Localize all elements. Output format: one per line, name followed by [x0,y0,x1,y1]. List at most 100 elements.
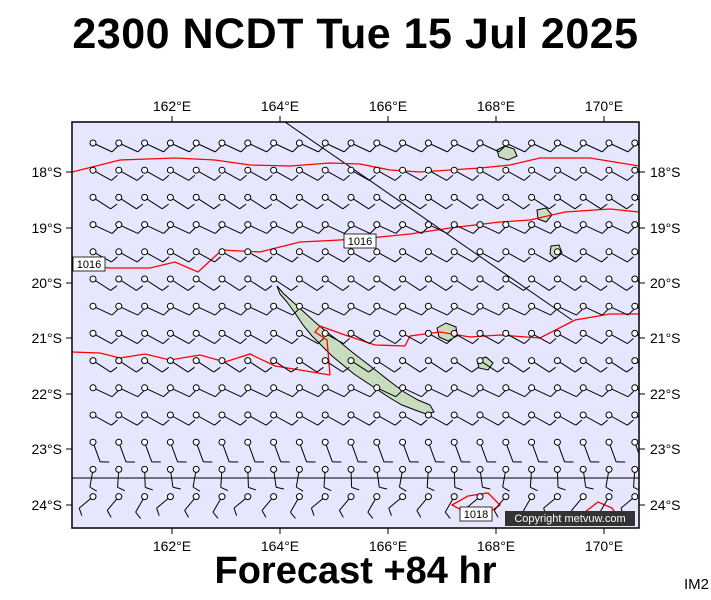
wind-barbs-layer [78,139,639,519]
wind-barb [553,275,582,291]
wind-barb [89,438,110,463]
wind-barb [631,465,639,491]
lon-label-bottom: 166°E [369,538,407,554]
wind-barb [493,493,510,518]
wind-barb [399,438,419,463]
wind-barb [166,275,195,291]
wind-barb [347,302,377,316]
wind-barb [166,139,196,153]
wind-barb [192,438,213,463]
wind-barb [605,193,634,210]
isobar [314,313,639,376]
isobar-label-text: 1016 [348,236,372,248]
wind-barb [270,221,299,234]
wind-barb [166,384,196,398]
isobar [72,157,639,173]
wind-barb [295,411,325,426]
wind-barb [399,384,428,398]
lat-label-left: 22°S [31,386,62,402]
wind-barb [476,465,491,490]
wind-barb [295,193,324,210]
wind-barb [528,139,557,153]
wind-barb [89,302,119,316]
latitude-ticks: 18°S 19°S 20°S 21°S 22°S 23°S 24°S 18°S … [31,164,680,513]
wind-barb [373,411,402,426]
wind-barb [347,411,376,426]
wind-barb [115,411,144,426]
wind-barb [631,411,639,419]
wind-barb [270,438,290,463]
wind-barb [166,411,196,426]
wind-barb [399,302,428,316]
wind-barb [450,357,479,373]
wind-barb [156,493,174,516]
wind-barb [218,166,247,181]
wind-barb [270,248,299,263]
wind-barb [553,302,583,316]
wind-barb [424,193,453,210]
wind-barb [399,357,427,373]
wind-barb [321,411,350,426]
isobar-label-3: 1018 [459,506,493,522]
lat-label-right: 23°S [650,441,681,457]
wind-barb [295,248,325,263]
wind-barb [502,139,531,153]
wind-barb [579,139,609,153]
wind-barb [218,411,247,426]
wind-barb [192,166,221,181]
wind-barb [528,193,556,210]
wind-barb [373,248,402,263]
isobar-label-2: 1016 [72,256,106,272]
wind-barb [424,221,454,234]
wind-barb [450,384,480,398]
wind-barb [321,275,350,291]
wind-barb [424,139,454,153]
lon-label-bottom: 164°E [261,538,299,554]
wind-barb [450,275,479,291]
wind-barb [115,357,144,373]
wind-barb [141,384,170,398]
wind-barb [310,493,329,516]
wind-barb [476,248,505,263]
wind-barb [631,302,639,310]
wind-barb [78,493,97,516]
wind-barb [424,275,453,291]
wind-barb [295,221,325,234]
wind-barb [212,493,226,519]
wind-barb [321,384,351,398]
wind-barb [424,166,454,181]
wind-barb [321,166,350,181]
wind-barb [218,275,247,291]
wind-barb [476,302,506,316]
wind-barb [218,329,247,345]
wind-barb [605,248,634,263]
wind-barb [373,384,402,398]
copyright-box [505,511,635,526]
wind-barb [605,221,635,234]
wind-barb [579,193,608,210]
wind-barb [321,329,350,345]
wind-barb [631,248,639,256]
wind-barb [141,139,170,153]
wind-barb [450,465,463,491]
wind-barb [295,384,325,398]
wind-barb [605,411,634,426]
wind-barb [270,465,285,490]
wind-barb [218,357,247,373]
wind-barb [579,166,608,181]
wind-barb [347,139,377,153]
wind-barb [166,357,195,373]
wind-barb [450,248,479,263]
wind-barb [399,139,428,153]
wind-barb [553,193,582,210]
wind-barb [579,302,609,316]
wind-barb [373,302,402,316]
wind-barb [166,193,195,210]
wind-barb [605,329,634,345]
wind-barb [502,329,531,345]
wind-barb [476,329,505,345]
wind-barb [553,438,574,463]
isobar-label-text: 1016 [77,259,101,271]
wind-barb [605,302,635,316]
wind-barb [373,465,388,490]
